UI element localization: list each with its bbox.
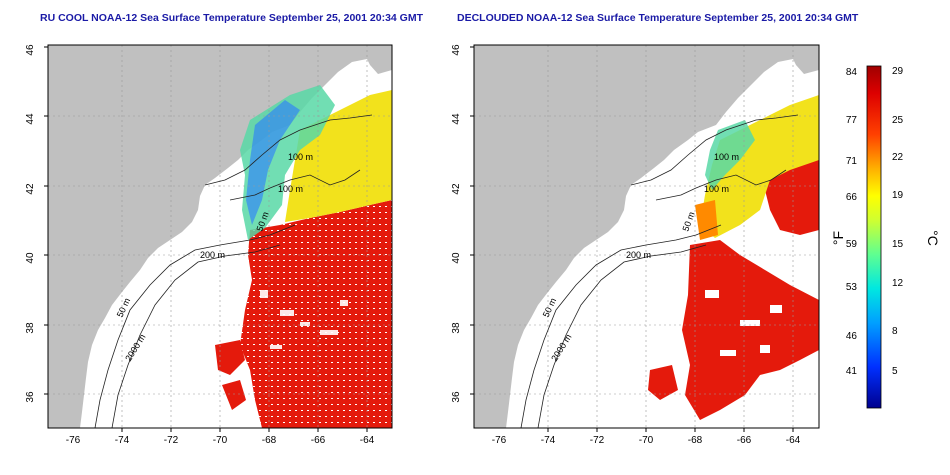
contour-label: 200 m (626, 250, 651, 260)
right-map-title: DECLOUDED NOAA-12 Sea Surface Temperatur… (457, 12, 859, 24)
left-sst-map: 100 m 100 m 200 m 50 m 2000 m 50 m -76 -… (25, 44, 393, 446)
celsius-tick: 19 (892, 190, 904, 201)
contour-label: 100 m (278, 184, 303, 194)
fahrenheit-tick: 66 (846, 192, 858, 203)
fahrenheit-tick: 41 (846, 366, 858, 377)
fahrenheit-tick-labels: 84 77 71 66 59 53 46 41 (846, 67, 858, 377)
celsius-tick: 12 (892, 278, 904, 289)
y-tick-label: 40 (451, 252, 462, 264)
celsius-tick: 25 (892, 115, 904, 126)
left-y-axis-labels: 46 44 42 40 38 36 (25, 44, 36, 403)
x-tick-label: -64 (786, 435, 801, 446)
x-tick-label: -72 (164, 435, 179, 446)
x-tick-label: -68 (262, 435, 277, 446)
right-x-axis-labels: -76 -74 -72 -70 -68 -66 -64 (492, 435, 801, 446)
fahrenheit-tick: 46 (846, 331, 858, 342)
right-y-axis-labels: 46 44 42 40 38 36 (451, 44, 462, 403)
y-tick-label: 36 (451, 391, 462, 403)
y-tick-label: 44 (451, 113, 462, 125)
fahrenheit-unit-label: °F (830, 231, 846, 245)
x-tick-label: -74 (541, 435, 556, 446)
y-tick-label: 36 (25, 391, 36, 403)
warm-sst-region (240, 200, 392, 428)
fahrenheit-tick: 71 (846, 156, 858, 167)
celsius-tick: 5 (892, 366, 898, 377)
y-tick-label: 46 (25, 44, 36, 56)
y-tick-label: 46 (451, 44, 462, 56)
right-gridlines (474, 45, 819, 428)
x-tick-label: -72 (590, 435, 605, 446)
warm-sst-region (682, 240, 819, 420)
x-tick-label: -74 (115, 435, 130, 446)
y-tick-label: 42 (451, 183, 462, 195)
celsius-tick: 22 (892, 152, 904, 163)
x-tick-label: -68 (688, 435, 703, 446)
mid-sst-region (285, 90, 392, 222)
x-tick-label: -70 (639, 435, 654, 446)
land-mass (474, 45, 798, 428)
mid-sst-region (700, 95, 819, 238)
celsius-tick: 29 (892, 66, 904, 77)
left-bathymetry-contours (94, 114, 373, 428)
x-tick-label: -64 (360, 435, 375, 446)
celsius-unit-label: °C (925, 230, 941, 246)
celsius-tick-labels: 29 25 22 19 15 12 8 5 (892, 66, 904, 377)
fahrenheit-tick: 59 (846, 239, 858, 250)
fahrenheit-tick: 53 (846, 282, 858, 293)
x-tick-label: -66 (737, 435, 752, 446)
x-tick-label: -76 (66, 435, 81, 446)
right-bathymetry-contours (520, 114, 799, 428)
x-tick-label: -66 (311, 435, 326, 446)
temperature-colorbar: 84 77 71 66 59 53 46 41 29 25 22 19 15 1… (830, 65, 941, 409)
left-x-axis-labels: -76 -74 -72 -70 -68 -66 -64 (66, 435, 375, 446)
y-tick-label: 38 (25, 322, 36, 334)
y-tick-label: 42 (25, 183, 36, 195)
left-gridlines (48, 45, 392, 428)
left-map-title: RU COOL NOAA-12 Sea Surface Temperature … (40, 12, 424, 24)
x-tick-label: -70 (213, 435, 228, 446)
fahrenheit-tick: 84 (846, 67, 858, 78)
y-tick-label: 44 (25, 113, 36, 125)
y-tick-label: 40 (25, 252, 36, 264)
x-tick-label: -76 (492, 435, 507, 446)
y-tick-label: 38 (451, 322, 462, 334)
celsius-tick: 8 (892, 326, 898, 337)
contour-label: 100 m (288, 152, 313, 162)
land-mass (48, 45, 372, 428)
contour-label: 200 m (200, 250, 225, 260)
celsius-tick: 15 (892, 239, 904, 250)
fahrenheit-tick: 77 (846, 115, 858, 126)
colorbar-gradient (866, 65, 882, 409)
right-sst-map: 100 m 100 m 200 m 50 m 2000 m 50 m -76 -… (451, 44, 820, 446)
contour-label: 100 m (704, 184, 729, 194)
contour-label: 100 m (714, 152, 739, 162)
